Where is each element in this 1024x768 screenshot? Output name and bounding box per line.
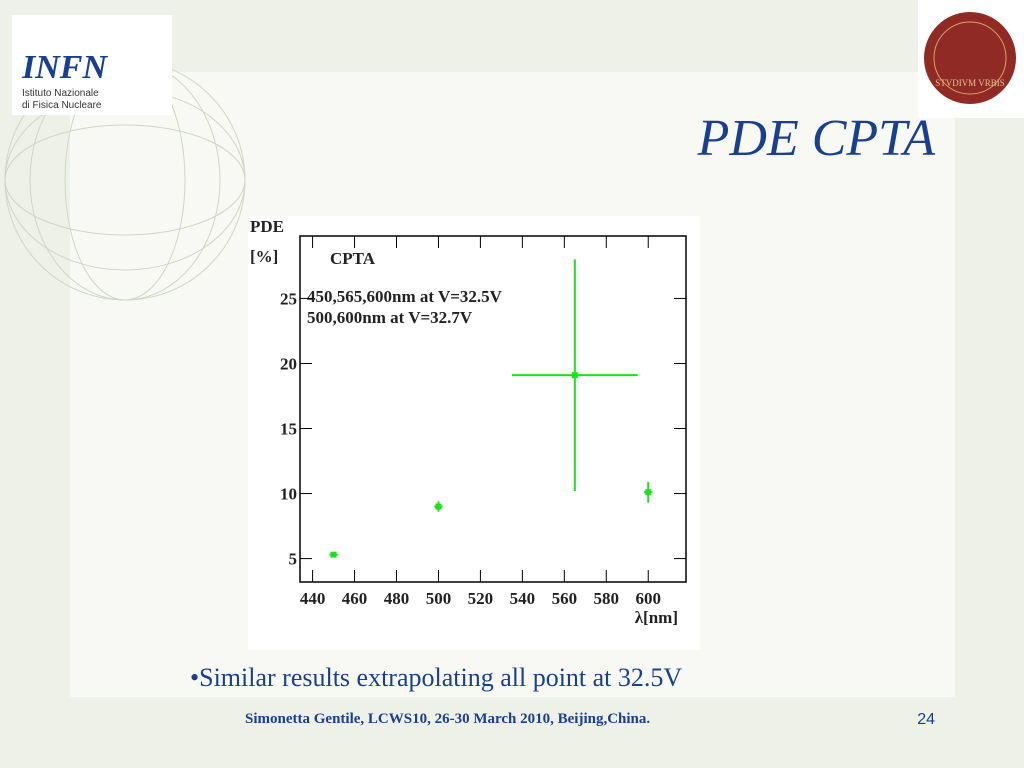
legend-label: CPTA (330, 249, 376, 268)
x-tick-label: 440 (300, 589, 326, 608)
logo-text: di Fisica Nucleare (22, 100, 102, 111)
y-tick-label: 5 (289, 550, 298, 569)
chart-area (248, 216, 700, 650)
logo-text: INFN (21, 49, 108, 86)
y-axis-label: PDE (250, 217, 284, 236)
page-number: 24 (917, 711, 935, 728)
logo-text: STVDIVM VRBIS (935, 78, 1005, 88)
x-tick-label: 600 (635, 589, 661, 608)
plot-frame (299, 235, 687, 583)
slide-title: PDE CPTA (697, 110, 936, 167)
y-axis-label: [%] (250, 247, 278, 266)
x-tick-label: 460 (342, 589, 368, 608)
x-tick-label: 500 (426, 589, 452, 608)
y-tick-label: 15 (280, 420, 297, 439)
y-tick-label: 10 (280, 485, 297, 504)
x-tick-label: 560 (552, 589, 578, 608)
logo-text: Istituto Nazionale (22, 88, 99, 99)
sapienza-logo-ring (933, 21, 1007, 95)
x-axis-label: λ[nm] (635, 608, 678, 627)
x-tick-label: 480 (384, 589, 410, 608)
footer: Simonetta Gentile, LCWS10, 26-30 March 2… (245, 711, 650, 727)
x-tick-label: 540 (510, 589, 536, 608)
globe-decoration (4, 59, 246, 301)
point (645, 489, 652, 496)
x-tick-label: 520 (468, 589, 494, 608)
point (330, 551, 337, 558)
annotation: 500,600nm at V=32.7V (307, 308, 473, 327)
annotation: 450,565,600nm at V=32.5V (307, 287, 503, 306)
y-tick-label: 20 (280, 354, 297, 373)
infn-logo (12, 15, 172, 115)
point (571, 372, 578, 379)
bullet: •Similar results extrapolating all point… (190, 663, 682, 692)
point (435, 503, 442, 510)
x-tick-label: 580 (594, 589, 620, 608)
sapienza-logo (924, 12, 1016, 104)
y-tick-label: 25 (280, 289, 297, 308)
